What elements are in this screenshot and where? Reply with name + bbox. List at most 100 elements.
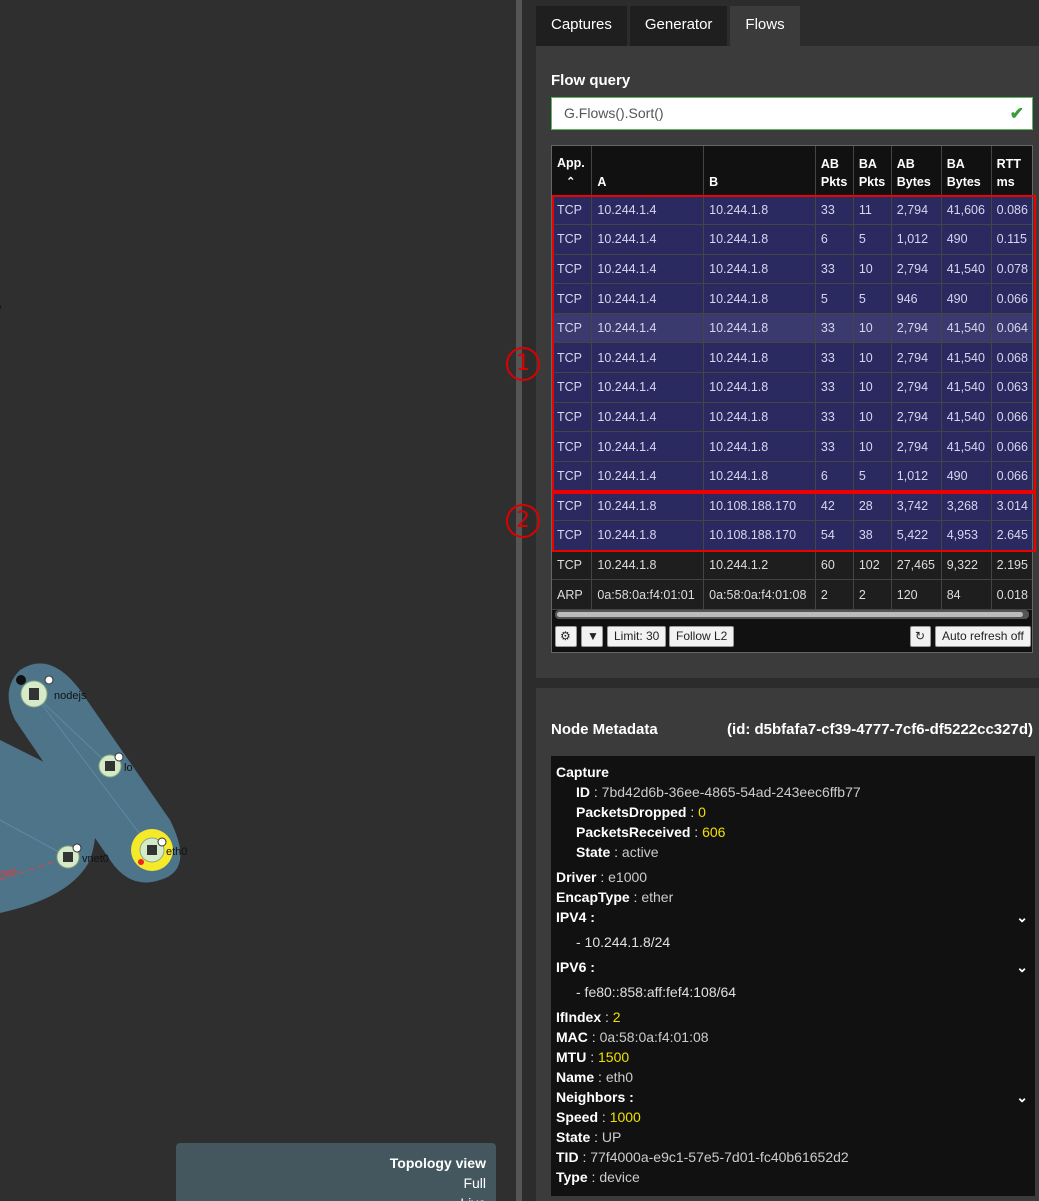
table-row[interactable]: TCP 10.244.1.8 10.108.188.170 54 38 5,422 4,95… bbox=[552, 520, 1032, 551]
table-cell: TCP bbox=[552, 313, 593, 344]
table-row[interactable]: TCP 10.244.1.8 10.108.188.170 42 28 3,742 3,26… bbox=[552, 490, 1032, 522]
table-cell: 1,012 bbox=[891, 461, 942, 492]
check-icon: ✔ bbox=[1009, 104, 1024, 123]
flow-query-label: Flow query bbox=[551, 72, 631, 89]
table-cell: 490 bbox=[941, 461, 992, 492]
server-icon bbox=[29, 688, 39, 700]
auto-refresh-button[interactable]: Auto refresh off bbox=[935, 626, 1031, 647]
meta-ipv4[interactable]: IPV4 : ⌄ bbox=[556, 909, 1028, 925]
table-cell: 10.244.1.8 bbox=[591, 490, 705, 522]
refresh-icon[interactable]: ↻ bbox=[910, 626, 931, 647]
node-eth0[interactable]: eth0 bbox=[131, 829, 187, 871]
table-row[interactable]: TCP 10.244.1.4 10.244.1.8 33 10 2,794 41,540 0.… bbox=[552, 342, 1032, 374]
table-cell: 41,540 bbox=[941, 431, 992, 462]
table-row[interactable]: TCP 10.244.1.8 10.244.1.2 60 102 27,465 9,322 2… bbox=[552, 550, 1032, 581]
table-row[interactable]: ARP 0a:58:0a:f4:01:01 0a:58:0a:f4:01:08 2 2 1… bbox=[552, 579, 1032, 610]
follow-l2-button[interactable]: Follow L2 bbox=[669, 626, 735, 647]
table-cell: 0.066 bbox=[991, 431, 1032, 462]
table-cell: 10.244.1.4 bbox=[591, 342, 705, 374]
table-cell: 0.068 bbox=[991, 342, 1032, 374]
col-ba-pkts[interactable]: BA Pkts bbox=[853, 146, 892, 195]
table-cell: 4,953 bbox=[941, 520, 992, 551]
filter-icon[interactable]: ▼ bbox=[581, 626, 603, 647]
table-cell: 2,794 bbox=[891, 342, 942, 374]
topology-graph[interactable]: Kbps nodejs lo vnet0 eth0 bbox=[0, 0, 516, 1201]
panel-splitter[interactable] bbox=[516, 0, 522, 1201]
chevron-down-icon[interactable]: ⌄ bbox=[1016, 909, 1028, 925]
table-cell: 9,322 bbox=[941, 550, 992, 581]
table-cell: TCP bbox=[552, 431, 593, 462]
table-row[interactable]: TCP 10.244.1.4 10.244.1.8 33 10 2,794 41,540 0.… bbox=[552, 402, 1032, 433]
topology-view-live[interactable]: Live bbox=[176, 1193, 486, 1201]
col-b[interactable]: B bbox=[703, 146, 816, 195]
table-cell: 10 bbox=[853, 431, 892, 462]
meta-ipv4-value: - 10.244.1.8/24 bbox=[576, 934, 671, 950]
chevron-down-icon[interactable]: ⌄ bbox=[1016, 959, 1028, 975]
table-cell: 0.086 bbox=[991, 195, 1032, 226]
table-row[interactable]: TCP 10.244.1.4 10.244.1.8 33 10 2,794 41,540 0.… bbox=[552, 431, 1032, 462]
table-cell: 33 bbox=[815, 431, 854, 462]
table-cell: 10 bbox=[853, 342, 892, 374]
table-cell: TCP bbox=[552, 520, 593, 551]
node-lo[interactable]: lo bbox=[98, 752, 133, 778]
node-nodejs[interactable]: nodejs bbox=[16, 675, 87, 708]
table-cell: 10.108.188.170 bbox=[703, 490, 816, 522]
tab-captures[interactable]: Captures bbox=[536, 6, 627, 46]
table-row[interactable]: TCP 10.244.1.4 10.244.1.8 33 11 2,794 41,606 0.… bbox=[552, 195, 1032, 226]
chevron-down-icon[interactable]: ⌄ bbox=[1016, 1089, 1028, 1105]
tab-flows[interactable]: Flows bbox=[730, 6, 800, 46]
table-cell: 41,540 bbox=[941, 254, 992, 285]
table-row[interactable]: TCP 10.244.1.4 10.244.1.8 5 5 946 490 0.066 bbox=[552, 283, 1032, 314]
flow-query-input[interactable]: G.Flows().Sort() ✔ bbox=[551, 97, 1033, 130]
table-row[interactable]: TCP 10.244.1.4 10.244.1.8 33 10 2,794 41,540 0.… bbox=[552, 313, 1032, 344]
gear-icon[interactable]: ⚙ bbox=[555, 626, 577, 647]
table-row[interactable]: TCP 10.244.1.4 10.244.1.8 33 10 2,794 41,540 0.… bbox=[552, 254, 1032, 285]
meta-type: Type : device bbox=[556, 1169, 640, 1185]
col-ba-bytes[interactable]: BA Bytes bbox=[941, 146, 992, 195]
scrollbar-thumb[interactable] bbox=[557, 612, 1023, 617]
annotation-box-2 bbox=[552, 492, 1036, 552]
col-ab-bytes[interactable]: AB Bytes bbox=[891, 146, 942, 195]
meta-ipv6[interactable]: IPV6 : ⌄ bbox=[556, 959, 1028, 975]
table-cell: 10 bbox=[853, 402, 892, 433]
table-cell: TCP bbox=[552, 372, 593, 403]
table-cell: 0.078 bbox=[991, 254, 1032, 285]
capture-state: State : active bbox=[576, 844, 659, 860]
table-cell: 0.066 bbox=[991, 283, 1032, 314]
table-cell: 10.108.188.170 bbox=[703, 520, 816, 551]
meta-tid: TID : 77f4000a-e9c1-57e5-7d01-fc40b61652… bbox=[556, 1149, 849, 1165]
table-cell: 0.063 bbox=[991, 372, 1032, 403]
table-cell: 0a:58:0a:f4:01:01 bbox=[591, 579, 705, 610]
limit-button[interactable]: Limit: 30 bbox=[607, 626, 667, 647]
table-cell: 10.244.1.8 bbox=[703, 461, 816, 492]
table-cell: 41,540 bbox=[941, 372, 992, 403]
interface-icon bbox=[63, 852, 73, 862]
table-cell: 10.244.1.8 bbox=[703, 372, 816, 403]
table-row[interactable]: TCP 10.244.1.4 10.244.1.8 6 5 1,012 490 0.115 bbox=[552, 224, 1032, 255]
table-cell: 10.244.1.8 bbox=[591, 550, 705, 581]
col-a[interactable]: A bbox=[591, 146, 705, 195]
table-cell: 38 bbox=[853, 520, 892, 551]
table-cell: TCP bbox=[552, 342, 593, 374]
meta-neighbors[interactable]: Neighbors : ⌄ bbox=[556, 1089, 1028, 1105]
col-ab-pkts[interactable]: AB Pkts bbox=[815, 146, 854, 195]
tab-generator[interactable]: Generator bbox=[629, 6, 728, 46]
node-vnet0[interactable]: vnet0 bbox=[56, 843, 109, 869]
table-cell: 2,794 bbox=[891, 402, 942, 433]
table-row[interactable]: TCP 10.244.1.4 10.244.1.8 33 10 2,794 41,540 0.… bbox=[552, 372, 1032, 403]
table-scrollbar[interactable] bbox=[555, 610, 1029, 619]
table-cell: 10.244.1.8 bbox=[703, 195, 816, 226]
table-cell: 33 bbox=[815, 402, 854, 433]
col-app[interactable]: App. ⌃ bbox=[552, 146, 593, 195]
table-cell: 10.244.1.2 bbox=[703, 550, 816, 581]
topology-canvas[interactable]: Kbps nodejs lo vnet0 eth0 bbox=[0, 0, 516, 1201]
topology-view-box[interactable]: Topology view Full Live bbox=[176, 1143, 496, 1201]
table-cell: 11 bbox=[853, 195, 892, 226]
table-cell: 5,422 bbox=[891, 520, 942, 551]
table-cell: 102 bbox=[853, 550, 892, 581]
col-rtt[interactable]: RTT ms bbox=[991, 146, 1032, 195]
topology-view-full[interactable]: Full bbox=[463, 1175, 486, 1191]
metadata-node-id: (id: d5bfafa7-cf39-4777-7cf6-df5222cc327… bbox=[727, 721, 1033, 738]
annotation-marker-2: 2 bbox=[506, 504, 540, 538]
table-cell: 2,794 bbox=[891, 254, 942, 285]
